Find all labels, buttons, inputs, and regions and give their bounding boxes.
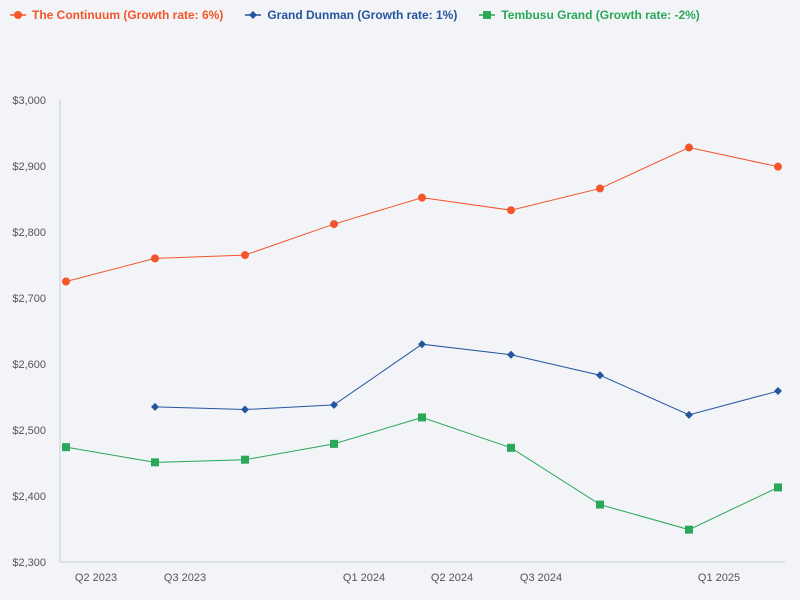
data-point[interactable] (418, 193, 426, 202)
y-tick-label: $2,700 (12, 293, 46, 305)
y-tick-label: $2,300 (12, 557, 46, 569)
legend-label-tembusu-grand: Tembusu Grand (Growth rate: -2%) (501, 8, 700, 22)
y-tick-label: $2,600 (12, 359, 46, 371)
series-line-1 (154, 343, 779, 416)
data-point[interactable] (774, 162, 782, 171)
y-tick-label: $2,900 (12, 161, 46, 173)
data-point[interactable] (330, 400, 338, 409)
data-point[interactable] (774, 387, 782, 396)
y-tick-label: $2,800 (12, 227, 46, 239)
data-point[interactable] (418, 413, 426, 422)
diamond-marker-icon (245, 11, 262, 19)
data-point[interactable] (330, 220, 338, 229)
data-point[interactable] (62, 443, 70, 452)
data-point[interactable] (596, 500, 604, 509)
data-point[interactable] (330, 439, 338, 448)
x-tick-label: Q2 2024 (431, 572, 473, 584)
y-tick-label: $2,400 (12, 491, 46, 503)
legend: The Continuum (Growth rate: 6%) Grand Du… (10, 8, 700, 22)
data-point[interactable] (596, 371, 604, 380)
data-point[interactable] (596, 184, 604, 193)
data-point[interactable] (241, 251, 249, 260)
legend-label-the-continuum: The Continuum (Growth rate: 6%) (32, 8, 224, 22)
data-point[interactable] (418, 340, 426, 349)
data-point[interactable] (685, 525, 693, 534)
x-tick-label: Q2 2023 (75, 572, 117, 584)
legend-label-grand-dunman: Grand Dunman (Growth rate: 1%) (267, 8, 458, 22)
series-line-0 (65, 146, 779, 282)
data-point[interactable] (151, 402, 159, 411)
series-line-2 (65, 416, 779, 531)
data-point[interactable] (151, 458, 159, 467)
y-tick-label: $3,000 (12, 95, 46, 107)
data-point[interactable] (507, 443, 515, 452)
legend-item-tembusu-grand[interactable]: Tembusu Grand (Growth rate: -2%) (479, 8, 700, 22)
data-point[interactable] (685, 410, 693, 419)
data-point[interactable] (62, 277, 70, 286)
data-point[interactable] (507, 206, 515, 215)
data-point[interactable] (241, 455, 249, 464)
circle-marker-icon (10, 11, 26, 19)
legend-item-grand-dunman[interactable]: Grand Dunman (Growth rate: 1%) (245, 8, 457, 22)
data-point[interactable] (507, 350, 515, 359)
data-point[interactable] (241, 405, 249, 414)
x-tick-label: Q3 2024 (520, 572, 562, 584)
legend-item-the-continuum[interactable]: The Continuum (Growth rate: 6%) (10, 8, 223, 22)
data-point[interactable] (151, 254, 159, 263)
data-point[interactable] (774, 483, 782, 492)
x-tick-label: Q1 2025 (698, 572, 740, 584)
data-point[interactable] (685, 143, 693, 152)
square-marker-icon (479, 11, 496, 19)
x-tick-label: Q1 2024 (343, 572, 385, 584)
y-tick-label: $2,500 (12, 425, 46, 437)
x-tick-label: Q3 2023 (164, 572, 206, 584)
